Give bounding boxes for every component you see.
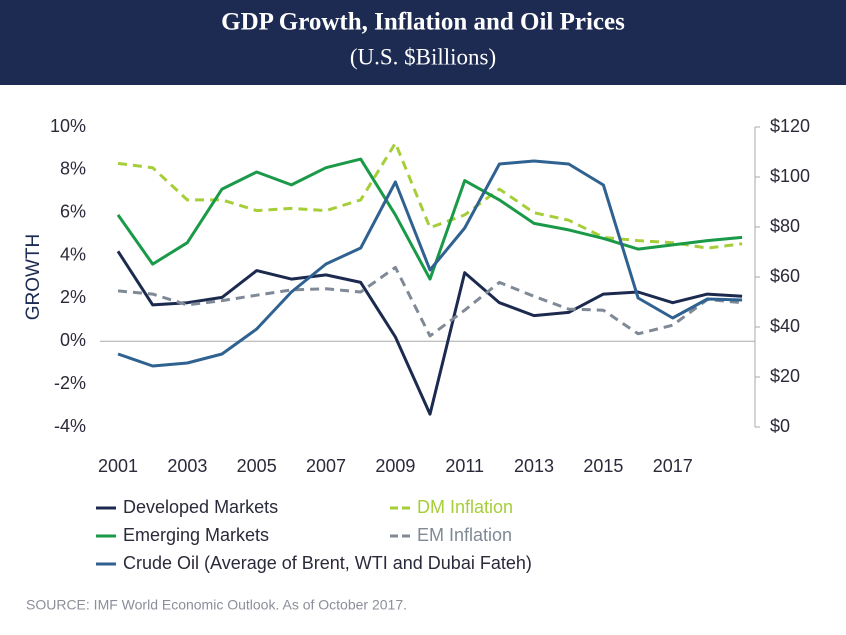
- y-tick-label: 4%: [60, 244, 86, 264]
- legend-label: DM Inflation: [417, 497, 513, 517]
- source-note: SOURCE: IMF World Economic Outlook. As o…: [26, 597, 407, 613]
- y2-tick-label: $120: [770, 116, 810, 136]
- y-tick-label: 8%: [60, 159, 86, 179]
- x-tick-label: 2007: [306, 456, 346, 476]
- x-tick-label: 2005: [237, 456, 277, 476]
- y2-tick-label: $40: [770, 316, 800, 336]
- legend-label: EM Inflation: [417, 525, 512, 545]
- y2-tick-label: $100: [770, 166, 810, 186]
- series-line: [117, 265, 743, 338]
- y-tick-label: 10%: [50, 116, 86, 136]
- x-tick-label: 2013: [514, 456, 554, 476]
- y-tick-label: -4%: [54, 416, 86, 436]
- series-line: [116, 250, 743, 416]
- y2-tick-label: $60: [770, 266, 800, 286]
- legend-label: Developed Markets: [123, 497, 278, 517]
- y-tick-label: 0%: [60, 330, 86, 350]
- x-tick-label: 2011: [445, 456, 484, 476]
- x-tick-label: 2001: [98, 456, 138, 476]
- series-line: [117, 141, 743, 250]
- series-line: [116, 157, 743, 281]
- y2-tick-label: $80: [770, 216, 800, 236]
- x-tick-label: 2009: [375, 456, 415, 476]
- y-axis-label: GROWTH: [23, 234, 44, 321]
- y2-tick-label: $0: [770, 416, 790, 436]
- x-tick-label: 2015: [583, 456, 623, 476]
- header-band: [0, 0, 846, 85]
- y2-tick-label: $20: [770, 366, 800, 386]
- y-tick-label: 2%: [60, 287, 86, 307]
- chart-title: GDP Growth, Inflation and Oil Prices: [221, 9, 625, 36]
- legend-label: Emerging Markets: [123, 525, 269, 545]
- legend-label: Crude Oil (Average of Brent, WTI and Dub…: [123, 553, 532, 573]
- y-tick-label: 6%: [60, 201, 86, 221]
- chart-subtitle: (U.S. $Billions): [350, 44, 496, 69]
- y-tick-label: -2%: [54, 373, 86, 393]
- series-line: [117, 159, 743, 368]
- x-tick-label: 2017: [653, 456, 693, 476]
- x-tick-label: 2003: [167, 456, 207, 476]
